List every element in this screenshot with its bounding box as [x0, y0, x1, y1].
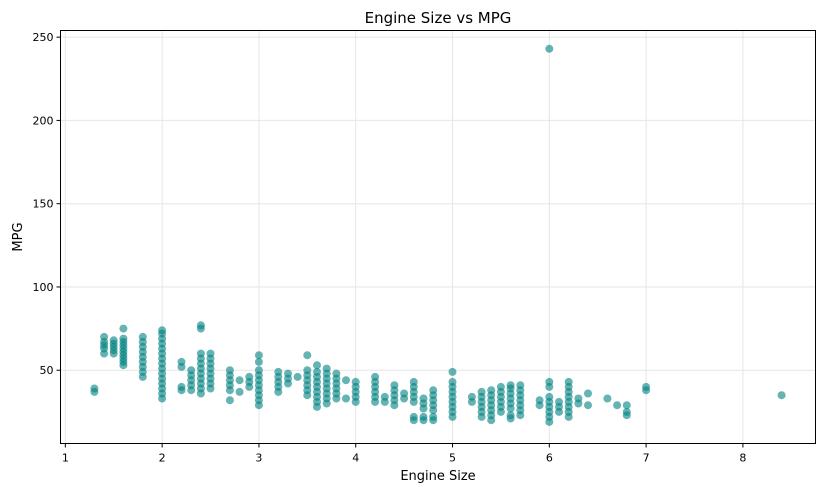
data-point: [555, 397, 563, 406]
data-point: [506, 381, 515, 390]
data-point: [90, 384, 99, 393]
data-point: [313, 361, 321, 370]
data-point: [332, 369, 341, 378]
data-point: [303, 351, 312, 360]
data-point: [419, 412, 428, 421]
data-points: [90, 44, 786, 426]
data-point: [100, 332, 109, 341]
data-point: [622, 407, 631, 416]
data-point: [400, 389, 409, 398]
data-point: [206, 349, 215, 358]
data-point: [613, 401, 622, 410]
data-point: [487, 386, 496, 395]
x-tick-label: 5: [449, 452, 456, 465]
plot-frame: [60, 30, 816, 444]
x-tick-label: 3: [255, 452, 262, 465]
data-point: [496, 382, 505, 391]
data-point: [622, 401, 631, 410]
data-point: [448, 377, 457, 386]
data-point: [293, 372, 302, 381]
data-point: [245, 372, 254, 381]
data-point: [380, 392, 389, 401]
data-point: [254, 366, 263, 375]
y-axis: 50 100 150 200 250: [33, 31, 61, 377]
data-point: [274, 367, 283, 376]
x-tick-label: 4: [352, 452, 359, 465]
data-point: [235, 376, 244, 385]
data-point: [545, 377, 554, 386]
data-point: [187, 366, 196, 375]
data-point: [371, 372, 380, 381]
data-point: [516, 381, 525, 390]
data-point: [584, 389, 592, 398]
data-point: [119, 334, 128, 343]
data-point: [351, 377, 360, 386]
data-point: [390, 381, 399, 390]
data-point: [584, 401, 592, 410]
data-point: [467, 392, 476, 401]
chart-title: Engine Size vs MPG: [365, 9, 512, 27]
data-point: [254, 351, 263, 360]
data-point: [535, 396, 544, 405]
x-axis: 1 2 3 4 5 6 7 8: [62, 443, 746, 465]
data-point: [225, 366, 234, 375]
x-tick-label: 7: [643, 452, 650, 465]
data-point: [777, 391, 786, 400]
data-point: [225, 396, 234, 405]
data-point: [109, 336, 118, 345]
data-point: [419, 394, 428, 403]
data-point: [322, 364, 331, 373]
data-point: [409, 412, 418, 421]
y-tick-label: 100: [33, 281, 54, 294]
data-point: [506, 411, 515, 420]
data-point: [574, 394, 583, 403]
grid: [60, 30, 816, 444]
x-axis-label: Engine Size: [400, 469, 475, 484]
x-tick-label: 8: [739, 452, 746, 465]
x-tick-label: 1: [62, 452, 69, 465]
data-point: [196, 321, 205, 330]
data-point: [429, 412, 438, 421]
data-point: [177, 382, 186, 391]
data-point: [429, 386, 438, 395]
data-point: [342, 394, 350, 403]
data-point: [642, 382, 651, 391]
data-point: [177, 357, 186, 366]
y-tick-label: 200: [33, 114, 54, 127]
data-point: [477, 387, 486, 396]
x-tick-label: 2: [159, 452, 166, 465]
data-point: [196, 349, 205, 358]
data-point: [342, 376, 350, 385]
data-point: [409, 377, 418, 386]
y-tick-label: 150: [33, 198, 54, 211]
data-point: [303, 366, 312, 375]
data-point: [603, 394, 612, 403]
data-point: [138, 332, 147, 341]
y-tick-label: 250: [33, 31, 54, 44]
x-tick-label: 6: [546, 452, 553, 465]
y-axis-label: MPG: [11, 222, 26, 251]
data-point: [158, 326, 167, 335]
data-point: [564, 377, 573, 386]
data-point: [284, 369, 292, 378]
data-point: [545, 392, 554, 401]
data-point: [448, 367, 457, 376]
data-point: [545, 44, 554, 53]
data-point: [254, 357, 263, 366]
y-tick-label: 50: [40, 364, 54, 377]
data-point: [235, 387, 244, 396]
data-point: [119, 324, 128, 333]
data-point: [313, 367, 321, 376]
